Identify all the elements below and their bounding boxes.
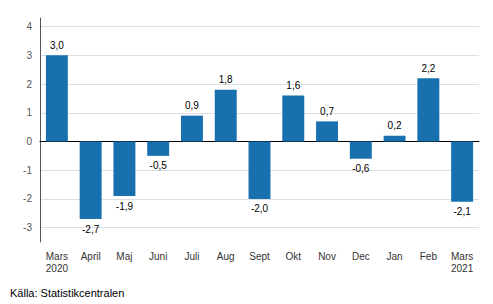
svg-text:Källa: Statistikcentralen: Källa: Statistikcentralen <box>10 287 124 299</box>
svg-text:-0,6: -0,6 <box>352 163 370 174</box>
svg-text:2: 2 <box>26 79 32 90</box>
svg-text:-2,0: -2,0 <box>251 203 269 214</box>
svg-text:Mars: Mars <box>451 251 473 262</box>
svg-text:Jan: Jan <box>387 251 403 262</box>
svg-text:Okt: Okt <box>285 251 301 262</box>
svg-text:Sept: Sept <box>249 251 270 262</box>
svg-text:2021: 2021 <box>451 263 474 274</box>
svg-text:3,0: 3,0 <box>50 40 64 51</box>
svg-text:1: 1 <box>26 107 32 118</box>
svg-text:1,8: 1,8 <box>219 74 233 85</box>
svg-text:0: 0 <box>26 136 32 147</box>
svg-text:3: 3 <box>26 50 32 61</box>
svg-text:0,7: 0,7 <box>320 106 334 117</box>
svg-text:-1,9: -1,9 <box>116 201 134 212</box>
svg-text:-1: -1 <box>23 165 32 176</box>
svg-text:Juli: Juli <box>184 251 199 262</box>
svg-text:1,6: 1,6 <box>286 80 300 91</box>
svg-text:2,2: 2,2 <box>421 63 435 74</box>
svg-text:0,2: 0,2 <box>388 120 402 131</box>
svg-text:Mars: Mars <box>46 251 68 262</box>
svg-text:-3: -3 <box>23 222 32 233</box>
svg-text:Maj: Maj <box>116 251 132 262</box>
svg-text:-2: -2 <box>23 193 32 204</box>
svg-text:Feb: Feb <box>420 251 438 262</box>
svg-text:Dec: Dec <box>352 251 370 262</box>
svg-text:April: April <box>81 251 101 262</box>
svg-text:Nov: Nov <box>318 251 336 262</box>
svg-text:Juni: Juni <box>149 251 167 262</box>
svg-text:Aug: Aug <box>217 251 235 262</box>
svg-text:-2,1: -2,1 <box>453 206 471 217</box>
svg-text:4: 4 <box>26 21 32 32</box>
svg-text:-0,5: -0,5 <box>150 160 168 171</box>
svg-text:2020: 2020 <box>46 263 69 274</box>
svg-text:-2,7: -2,7 <box>82 224 100 235</box>
svg-text:0,9: 0,9 <box>185 100 199 111</box>
